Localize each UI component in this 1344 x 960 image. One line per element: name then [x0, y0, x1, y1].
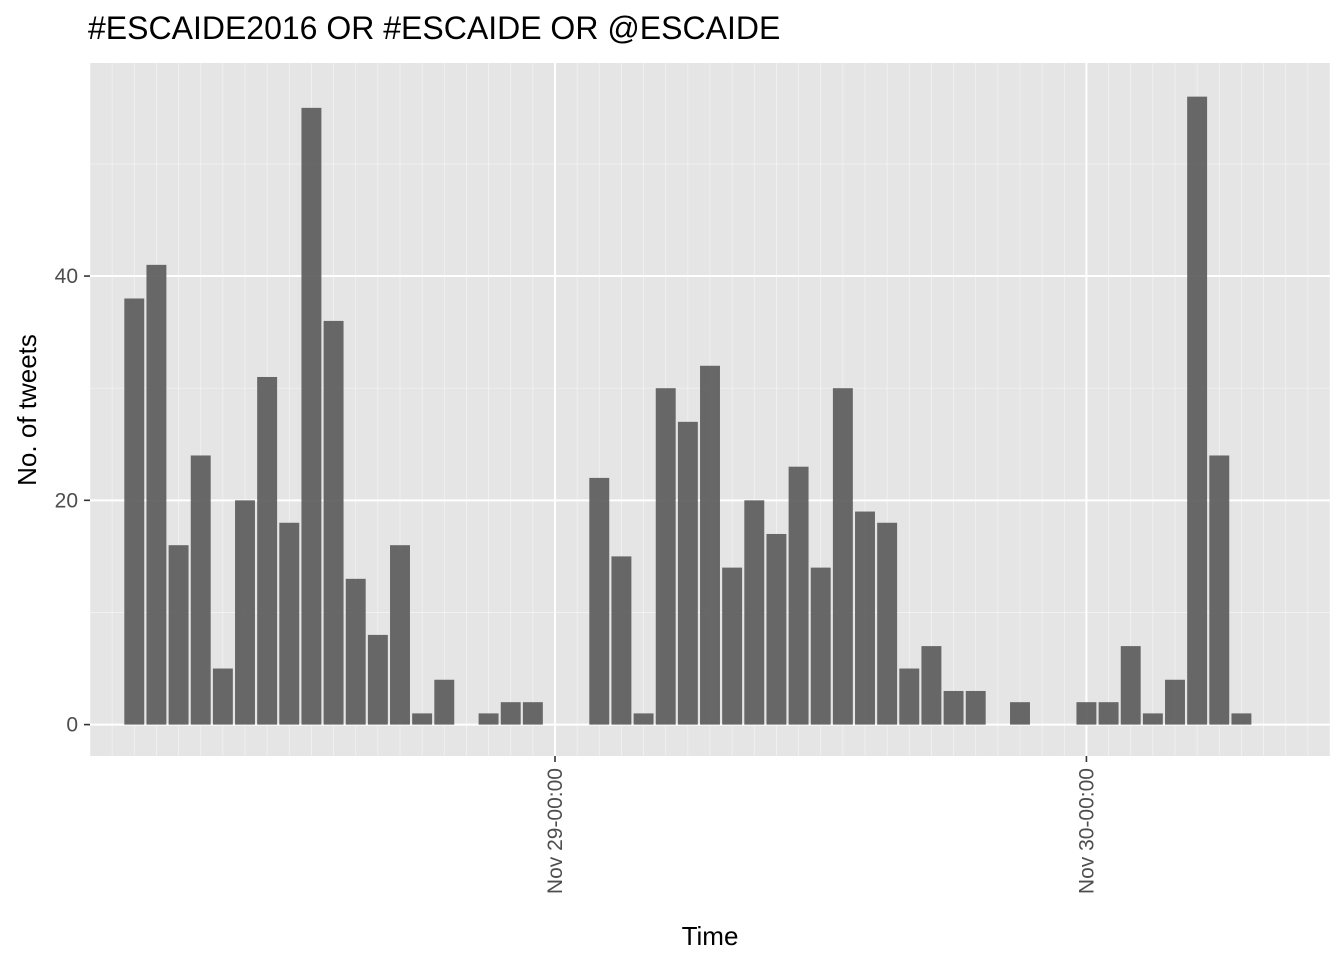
bar [810, 567, 831, 725]
bar [1165, 679, 1185, 725]
bar [744, 500, 765, 725]
bar [677, 421, 698, 725]
chart-title: #ESCAIDE2016 OR #ESCAIDE OR @ESCAIDE [88, 10, 780, 46]
bar [611, 556, 632, 725]
y-axis-label: No. of tweets [12, 334, 42, 486]
bar [323, 320, 344, 725]
bar [943, 690, 964, 725]
bar [899, 668, 920, 725]
bar [212, 668, 233, 725]
x-axis-label: Time [682, 921, 739, 951]
bar [766, 533, 787, 725]
bar [921, 646, 942, 725]
bar [1231, 713, 1252, 725]
bar [1076, 702, 1097, 725]
bar [301, 107, 322, 725]
y-axis: 0 20 40 [55, 265, 90, 737]
x-tick-label: Nov 29-00:00 [544, 768, 567, 894]
bar [1010, 702, 1030, 725]
x-axis: Nov 29-00:00 Nov 30-00:00 [544, 756, 1098, 894]
bar [1120, 646, 1141, 725]
bar [832, 388, 853, 725]
bar [655, 388, 676, 725]
bar [855, 511, 875, 725]
bar [500, 702, 521, 725]
bar [279, 522, 300, 725]
bar [589, 477, 610, 725]
y-tick-label: 40 [55, 265, 78, 288]
bar [1187, 96, 1208, 725]
bar [788, 466, 809, 725]
x-tick-label: Nov 30-00:00 [1075, 768, 1098, 894]
bar [1098, 702, 1119, 725]
bar [146, 264, 167, 725]
bar [124, 298, 145, 725]
bar [633, 713, 654, 725]
y-tick-label: 20 [55, 489, 78, 512]
bar [235, 500, 255, 725]
bar [345, 578, 366, 725]
bar [367, 634, 388, 725]
bar [412, 713, 433, 725]
bar [257, 376, 278, 725]
bars [124, 96, 1252, 725]
bar [390, 545, 410, 725]
bar [190, 455, 211, 725]
bar [877, 522, 898, 725]
bar [478, 713, 499, 725]
bar [1209, 455, 1230, 725]
bar [168, 545, 189, 725]
bar [722, 567, 743, 725]
bar [700, 365, 720, 725]
bar [434, 679, 455, 725]
bar [965, 690, 986, 725]
bar [522, 702, 543, 725]
y-tick-label: 0 [66, 714, 78, 737]
bar [1142, 713, 1163, 725]
